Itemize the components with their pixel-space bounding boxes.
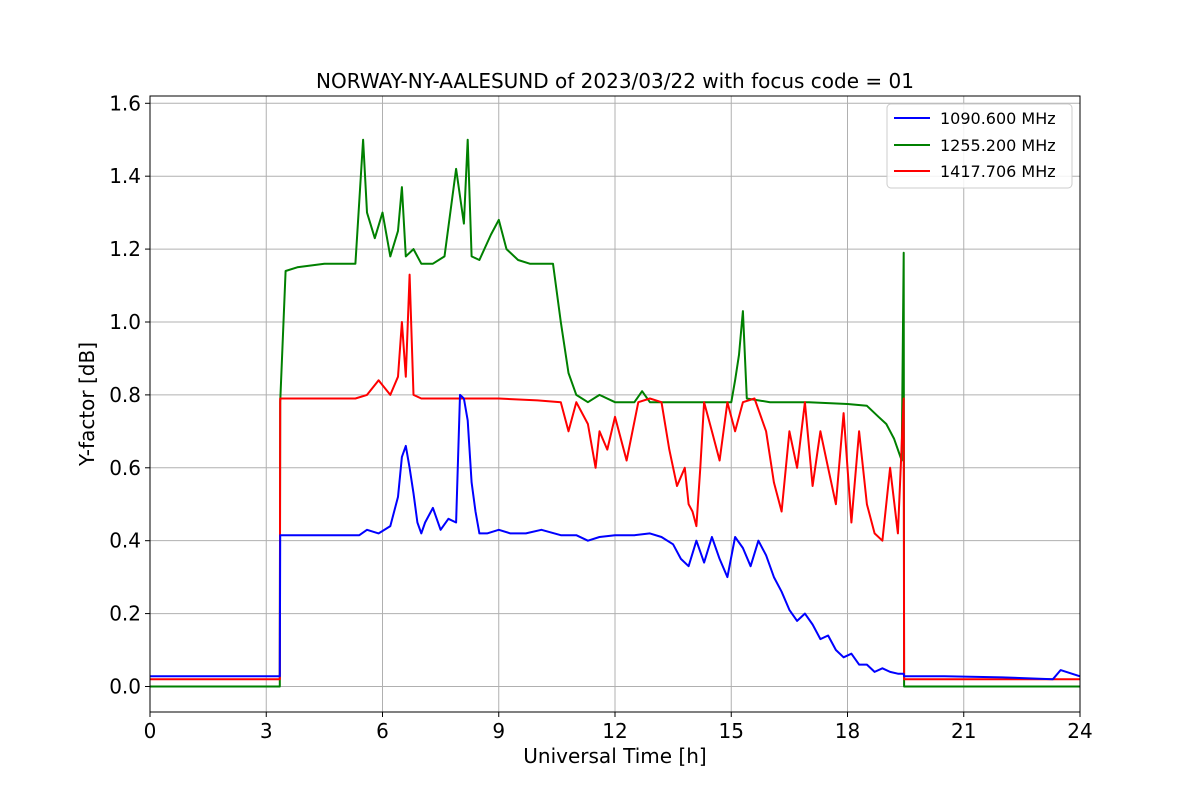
x-tick-label: 12 <box>602 719 627 743</box>
y-tick-label: 1.2 <box>109 237 141 261</box>
y-tick-label: 0.6 <box>109 456 141 480</box>
chart-title: NORWAY-NY-AALESUND of 2023/03/22 with fo… <box>316 69 914 93</box>
y-axis-label: Y-factor [dB] <box>75 342 99 467</box>
y-tick-label: 0.8 <box>109 383 141 407</box>
x-tick-label: 3 <box>260 719 273 743</box>
y-tick-label: 1.0 <box>109 310 141 334</box>
x-tick-label: 21 <box>951 719 976 743</box>
axis-ticks: 0 3 6 9 12 15 18 21 24 0.0 0.2 0.4 0.6 0.8 1.0 1.2 1.4 1.… <box>109 91 1093 743</box>
legend: 1090.600 MHz 1255.200 MHz 1417.706 MHz <box>886 103 1073 189</box>
y-tick-label: 1.4 <box>109 164 141 188</box>
x-tick-label: 18 <box>835 719 860 743</box>
series-line-1 <box>150 138 1080 688</box>
series-line-2 <box>150 273 1080 681</box>
legend-box <box>886 103 1073 189</box>
y-tick-label: 0.2 <box>109 602 141 626</box>
x-axis-label: Universal Time [h] <box>523 744 706 768</box>
series-layer <box>150 138 1081 688</box>
x-tick-label: 0 <box>144 719 157 743</box>
x-tick-label: 9 <box>492 719 505 743</box>
y-tick-label: 0.0 <box>109 674 141 698</box>
legend-label-1255: 1255.200 MHz <box>940 136 1056 155</box>
y-tick-label: 1.6 <box>109 91 141 115</box>
legend-label-1090: 1090.600 MHz <box>940 109 1056 128</box>
x-tick-label: 24 <box>1067 719 1092 743</box>
legend-label-1417: 1417.706 MHz <box>940 162 1056 181</box>
x-tick-label: 6 <box>376 719 389 743</box>
series-line-0 <box>150 393 1081 681</box>
x-tick-label: 15 <box>719 719 744 743</box>
y-tick-label: 0.4 <box>109 529 141 553</box>
